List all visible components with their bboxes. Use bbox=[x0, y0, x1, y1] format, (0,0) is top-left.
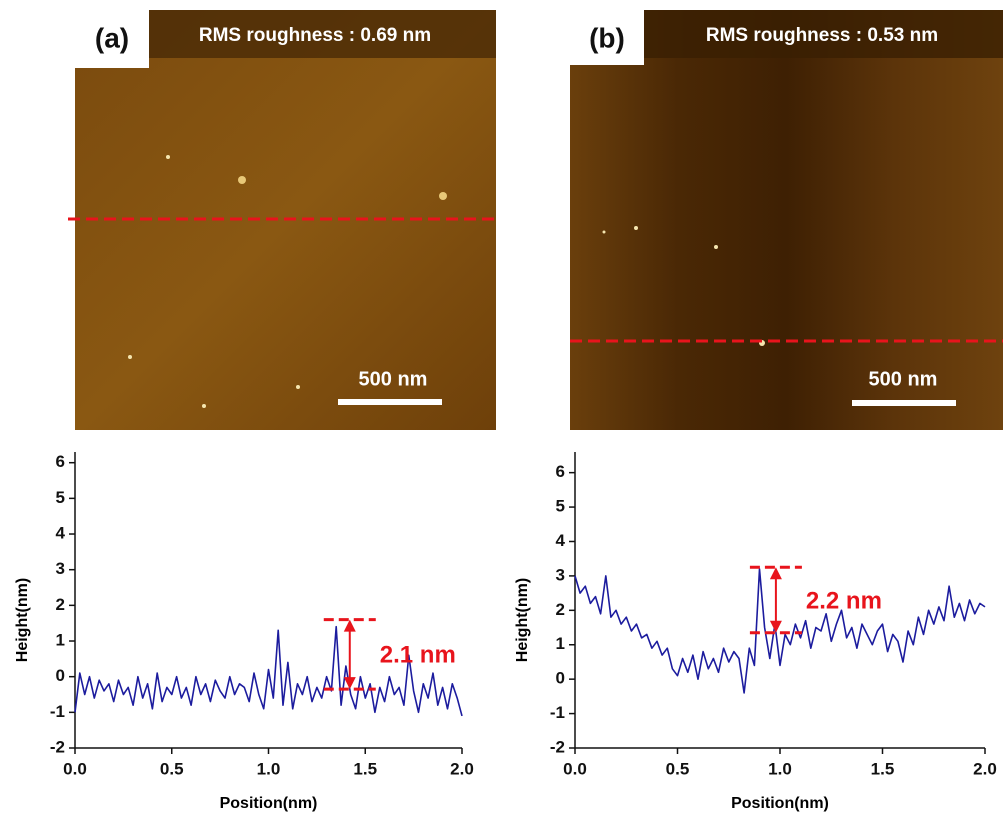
annotation-label: 2.1 nm bbox=[380, 642, 456, 669]
x-tick-label: 1.5 bbox=[353, 759, 377, 778]
y-tick-label: 3 bbox=[556, 565, 565, 584]
y-tick-label: 4 bbox=[56, 524, 66, 543]
data-line bbox=[74, 625, 463, 717]
x-tick-label: 1.0 bbox=[257, 759, 281, 778]
y-tick-label: 5 bbox=[56, 488, 65, 507]
scale-bar-label: 500 nm bbox=[869, 368, 938, 390]
y-tick-label: -1 bbox=[550, 703, 565, 722]
x-tick-label: 2.0 bbox=[973, 759, 997, 778]
y-axis-label: Height(nm) bbox=[514, 578, 531, 662]
y-tick-label: 2 bbox=[56, 595, 65, 614]
y-tick-label: -2 bbox=[50, 737, 65, 756]
x-tick-label: 0.0 bbox=[63, 759, 87, 778]
x-tick-label: 0.0 bbox=[563, 759, 587, 778]
y-tick-label: 1 bbox=[556, 634, 565, 653]
rms-label: RMS roughness : 0.69 nm bbox=[199, 25, 431, 46]
panel-label: (a) bbox=[95, 22, 129, 53]
arrow-head bbox=[343, 619, 356, 632]
y-tick-label: 0 bbox=[56, 666, 65, 685]
x-tick-label: 1.0 bbox=[768, 759, 792, 778]
afm-image-a: (a) RMS roughness : 0.69 nm 500 nm bbox=[68, 10, 496, 430]
y-tick-label: -1 bbox=[50, 702, 65, 721]
arrow-head bbox=[769, 567, 782, 580]
y-tick-label: 2 bbox=[556, 600, 565, 619]
panel-label: (b) bbox=[589, 22, 625, 53]
scale-bar-label: 500 nm bbox=[359, 368, 428, 390]
y-tick-label: 5 bbox=[556, 497, 565, 516]
x-tick-label: 2.0 bbox=[450, 759, 474, 778]
x-tick-label: 0.5 bbox=[666, 759, 690, 778]
data-line bbox=[574, 568, 986, 694]
annotation-label: 2.2 nm bbox=[806, 587, 882, 614]
y-tick-label: 6 bbox=[556, 462, 565, 481]
x-axis-label: Position(nm) bbox=[731, 795, 829, 812]
rms-label: RMS roughness : 0.53 nm bbox=[706, 25, 938, 46]
x-tick-label: 1.5 bbox=[871, 759, 895, 778]
y-axis-label: Height(nm) bbox=[14, 578, 31, 662]
y-tick-label: 6 bbox=[56, 452, 65, 471]
y-tick-label: 0 bbox=[556, 669, 565, 688]
afm-image-b: (b) RMS roughness : 0.53 nm 500 nm bbox=[570, 10, 1003, 430]
x-tick-label: 0.5 bbox=[160, 759, 184, 778]
arrow-head bbox=[769, 620, 782, 633]
y-tick-label: 1 bbox=[56, 630, 65, 649]
arrow-head bbox=[343, 677, 356, 690]
y-tick-label: -2 bbox=[550, 737, 565, 756]
x-axis-label: Position(nm) bbox=[220, 795, 318, 812]
y-tick-label: 3 bbox=[56, 559, 65, 578]
y-tick-label: 4 bbox=[556, 531, 566, 550]
